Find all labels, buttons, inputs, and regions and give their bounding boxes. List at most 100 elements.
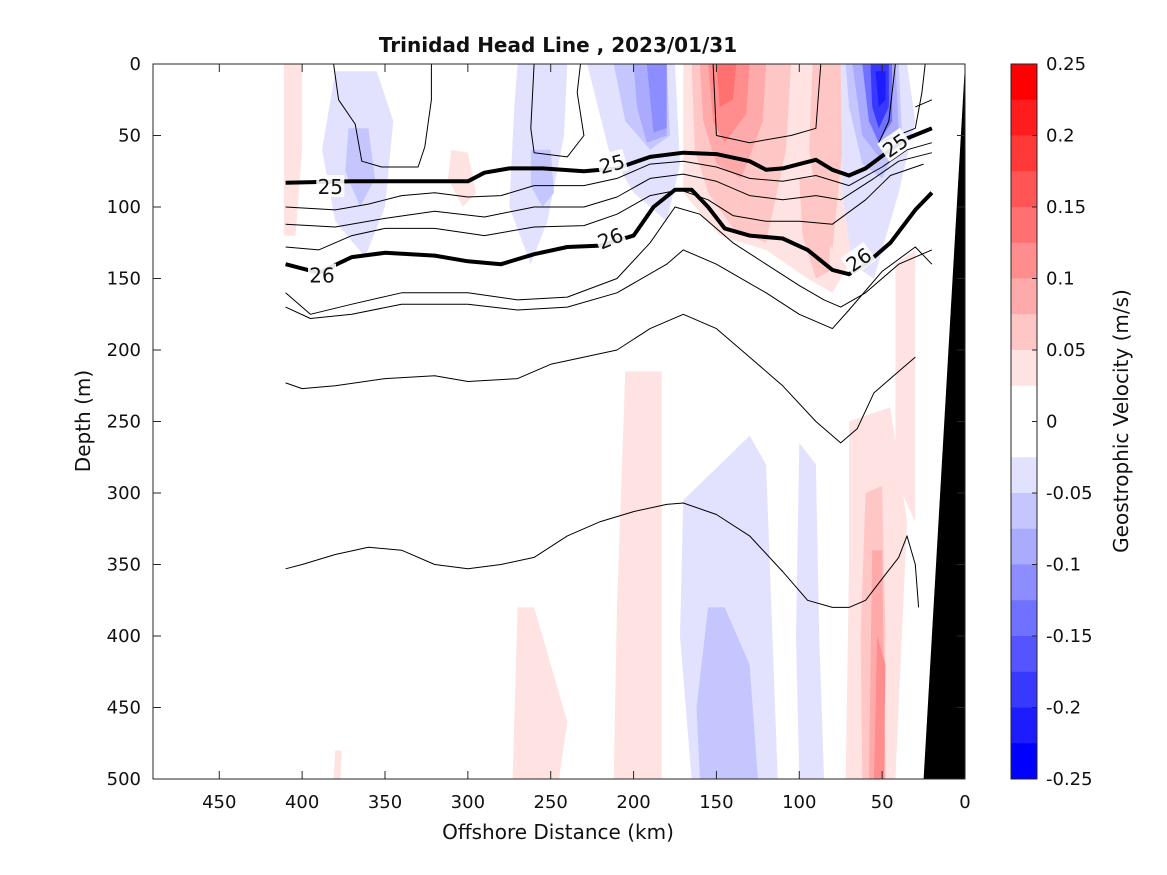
colorbar-tick-label: 0.1 — [1046, 269, 1075, 290]
x-tick-label: 50 — [871, 792, 894, 813]
y-tick-label: 450 — [107, 698, 141, 719]
colorbar-tick-label: 0.2 — [1046, 126, 1075, 147]
colorbar-bin — [1011, 600, 1037, 637]
x-tick-label: 450 — [202, 792, 236, 813]
colorbar-tick-label: 0.15 — [1046, 197, 1086, 218]
velocity-contour-patch — [283, 64, 303, 236]
colorbar-tick-label: 0 — [1046, 412, 1057, 433]
colorbar-bin — [1011, 385, 1037, 422]
colorbar-bin — [1011, 242, 1037, 279]
velocity-contour-patch — [696, 607, 758, 779]
contour-label-text: 26 — [309, 264, 334, 288]
colorbar-tick-label: -0.2 — [1046, 698, 1081, 719]
density-contour-line-bold — [285, 187, 934, 277]
density-contour-line — [285, 152, 933, 228]
colorbar-bin — [1011, 671, 1037, 708]
density-contour-line — [333, 64, 432, 168]
colorbar-tick-label: -0.15 — [1046, 626, 1093, 647]
density-contour-line-bold — [285, 126, 933, 185]
y-tick-label: 150 — [107, 269, 141, 290]
bathymetry-shelf — [923, 64, 965, 779]
contour-label: 26 — [308, 263, 336, 288]
x-tick-label: 200 — [616, 792, 650, 813]
x-tick-label: 100 — [782, 792, 816, 813]
velocity-contour-patch — [799, 178, 833, 279]
colorbar-bin — [1011, 636, 1037, 673]
colorbar-tick-label: 0.05 — [1046, 340, 1086, 361]
colorbar-bin — [1011, 493, 1037, 530]
colorbar-bin — [1011, 171, 1037, 208]
colorbar-tick-label: -0.05 — [1046, 483, 1093, 504]
velocity-contour-patch — [875, 71, 886, 107]
velocity-contour-patch — [345, 128, 376, 207]
contour-label-background — [316, 175, 345, 197]
colorbar-tick-label: -0.25 — [1046, 769, 1093, 790]
y-tick-label: 500 — [107, 769, 141, 790]
density-contour-line — [915, 99, 933, 108]
velocity-contourf-layer — [283, 64, 916, 779]
velocity-contour-patch — [613, 371, 662, 779]
contour-label: 25 — [316, 175, 345, 199]
colorbar-bin — [1011, 528, 1037, 565]
colorbar-bin — [1011, 99, 1037, 136]
contour-label-background — [308, 263, 336, 286]
velocity-contour-patch — [716, 64, 737, 107]
x-tick-label: 400 — [285, 792, 319, 813]
colorbar-bin — [1011, 457, 1037, 494]
x-tick-label: 150 — [699, 792, 733, 813]
colorbar-bin — [1011, 135, 1037, 172]
y-tick-label: 350 — [107, 555, 141, 576]
contour-label-background — [595, 148, 629, 178]
x-tick-label: 300 — [451, 792, 485, 813]
x-tick-label: 350 — [368, 792, 402, 813]
velocity-contour-patch — [448, 149, 477, 207]
contour-label-background — [840, 242, 877, 277]
colorbar-bin — [1011, 743, 1037, 780]
contour-label-background — [592, 222, 628, 254]
density-contour-layer — [285, 64, 934, 608]
density-contour-line — [285, 246, 933, 330]
y-axis: 0 50 100 150 200 250 300 350 400 450 500 — [107, 54, 965, 790]
velocity-contour-patch — [530, 149, 554, 207]
colorbar-bin — [1011, 314, 1037, 351]
x-tick-label: 250 — [534, 792, 568, 813]
colorbar-label: Geostrophic Velocity (m/s) — [1109, 289, 1133, 553]
velocity-contour-patch — [873, 636, 886, 779]
velocity-contour-patch — [895, 249, 916, 522]
colorbar-bin — [1011, 350, 1037, 387]
y-tick-label: 100 — [107, 197, 141, 218]
colorbar-bin — [1011, 64, 1037, 101]
velocity-contour-patch — [796, 442, 825, 779]
colorbar-tick-label: -0.1 — [1046, 555, 1081, 576]
density-contour-line — [712, 64, 822, 144]
colorbar-bin — [1011, 207, 1037, 244]
density-contour-line — [285, 502, 920, 608]
density-contour-line — [285, 206, 933, 315]
y-tick-label: 200 — [107, 340, 141, 361]
velocity-contour-patch — [333, 750, 342, 779]
x-tick-label: 0 — [959, 792, 970, 813]
colorbar-bin — [1011, 564, 1037, 601]
bathymetry-layer — [923, 64, 965, 779]
density-contour-line — [285, 142, 933, 211]
colorbar-bin — [1011, 421, 1037, 458]
y-tick-label: 400 — [107, 626, 141, 647]
chart-title: Trinidad Head Line , 2023/01/31 — [379, 33, 737, 57]
y-tick-label: 250 — [107, 412, 141, 433]
x-axis-label: Offshore Distance (km) — [442, 820, 674, 844]
y-axis-label: Depth (m) — [71, 370, 95, 472]
velocity-contour-patch — [646, 64, 667, 133]
density-contour-line — [285, 163, 924, 251]
y-tick-label: 0 — [130, 54, 141, 75]
contour-label-background — [877, 127, 913, 162]
density-contour-line — [530, 64, 585, 158]
density-contour-line — [285, 313, 916, 444]
colorbar-bin — [1011, 707, 1037, 744]
colorbar-bin — [1011, 278, 1037, 315]
colorbar-tick-label: 0.25 — [1046, 54, 1086, 75]
y-tick-label: 300 — [107, 483, 141, 504]
colorbar: 0.25 0.2 0.15 0.1 0.05 0 -0.05 -0.1 -0.15 -0.2 -0.… — [1010, 54, 1093, 790]
contour-label-text: 25 — [318, 175, 343, 199]
velocity-contour-patch — [512, 607, 568, 779]
